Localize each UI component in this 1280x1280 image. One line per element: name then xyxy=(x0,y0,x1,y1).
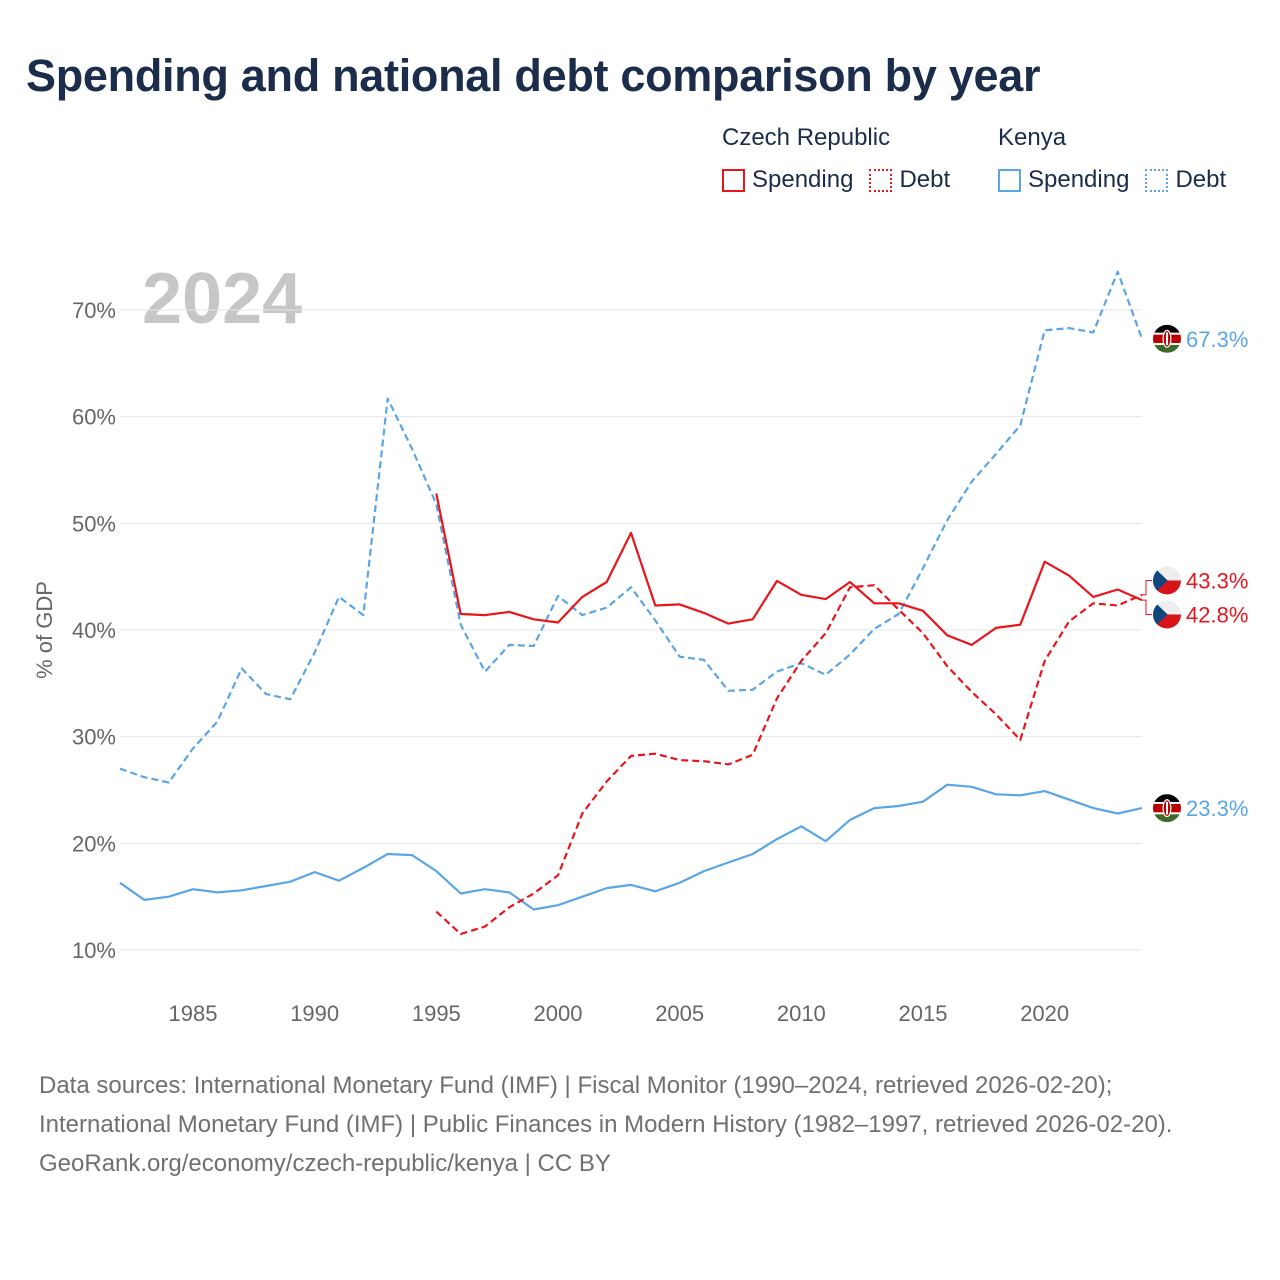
label-connector xyxy=(1142,580,1152,596)
legend-group-kenya: Kenya Spending Debt xyxy=(998,124,1226,194)
legend-label: Debt xyxy=(1175,166,1227,193)
legend-label: Spending xyxy=(1028,166,1130,193)
y-tick-label: 20% xyxy=(72,831,116,856)
x-tick-label: 2005 xyxy=(655,1001,704,1026)
line-chart: 2024 10% 20% 30% 40% 50% 60% 70% 1985 1990 1995 200… xyxy=(32,259,1248,1026)
legend-swatch-dotted-icon xyxy=(1145,168,1169,192)
series-line-kenya-debt xyxy=(119,270,1144,784)
kenya-flag-icon xyxy=(1153,324,1181,353)
data-sources: Data sources: International Monetary Fun… xyxy=(39,1072,1173,1138)
czech-flag-icon xyxy=(1153,600,1181,629)
end-value-label: 42.8% xyxy=(1186,602,1248,627)
legend-item-kenya-debt[interactable]: Debt xyxy=(1145,166,1226,194)
y-tick-label: 60% xyxy=(72,405,116,430)
end-value-label: 67.3% xyxy=(1186,327,1248,352)
kenya-flag-icon xyxy=(1153,794,1181,823)
y-tick-label: 10% xyxy=(72,938,116,963)
series-line-kenya-spending xyxy=(119,783,1143,911)
legend-label: Spending xyxy=(752,166,854,193)
series-line-czech-republic-debt xyxy=(435,584,1143,936)
x-tick-label: 2020 xyxy=(1020,1001,1069,1026)
legend-swatch-solid-icon xyxy=(722,168,745,192)
credit-link[interactable]: GeoRank.org/economy/czech-republic/kenya… xyxy=(39,1150,611,1177)
x-tick-label: 1995 xyxy=(412,1001,461,1026)
footer: Data sources: International Monetary Fun… xyxy=(39,1066,1239,1183)
legend-swatch-solid-icon xyxy=(998,168,1021,192)
legend-item-czech-debt[interactable]: Debt xyxy=(869,166,950,194)
x-tick-label: 2000 xyxy=(534,1001,583,1026)
y-tick-label: 30% xyxy=(72,725,116,750)
end-value-label: 43.3% xyxy=(1186,568,1248,593)
y-tick-label: 70% xyxy=(72,298,116,323)
chart-title: Spending and national debt comparison by… xyxy=(26,50,1041,101)
legend-label: Debt xyxy=(899,166,951,193)
end-value-label: 23.3% xyxy=(1186,796,1248,821)
x-tick-label: 1985 xyxy=(169,1001,218,1026)
label-connector xyxy=(1142,599,1152,615)
y-tick-label: 40% xyxy=(72,618,116,643)
legend-swatch-dotted-icon xyxy=(869,168,893,192)
x-tick-label: 2010 xyxy=(777,1001,826,1026)
legend-item-czech-spending[interactable]: Spending xyxy=(722,166,853,194)
x-tick-label: 1990 xyxy=(290,1001,339,1026)
year-label: 2024 xyxy=(142,259,302,339)
czech-flag-icon xyxy=(1153,566,1181,595)
x-tick-label: 2015 xyxy=(899,1001,948,1026)
legend-country-kenya: Kenya xyxy=(998,124,1067,151)
y-tick-label: 50% xyxy=(72,511,116,536)
y-axis-title: % of GDP xyxy=(32,581,57,679)
series-line-czech-republic-spending xyxy=(435,493,1143,646)
legend-group-czech-republic: Czech Republic Spending Debt xyxy=(722,124,950,194)
legend-item-kenya-spending[interactable]: Spending xyxy=(998,166,1129,194)
legend-country-czech-republic: Czech Republic xyxy=(722,124,891,151)
